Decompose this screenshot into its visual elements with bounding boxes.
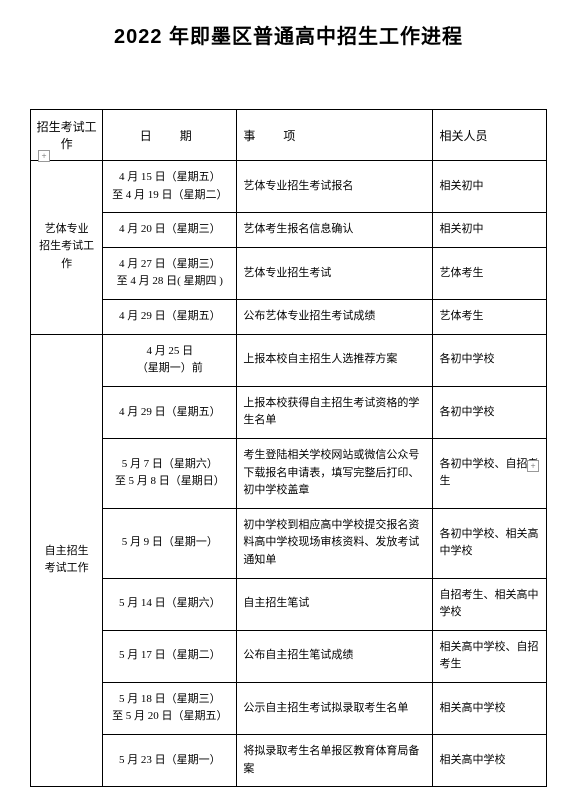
cell-date: 5 月 23 日（星期一）	[103, 735, 237, 787]
cell-item: 公布自主招生笔试成绩	[237, 630, 433, 682]
cell-item: 将拟录取考生名单报区教育体育局备案	[237, 735, 433, 787]
cell-person: 相关高中学校、自招考生	[433, 630, 547, 682]
section-name: 艺体专业 招生考试工作	[31, 161, 103, 335]
cell-date: 4 月 15 日（星期五） 至 4 月 19 日（星期二）	[103, 161, 237, 213]
table-row: 艺体专业 招生考试工作4 月 15 日（星期五） 至 4 月 19 日（星期二）…	[31, 161, 547, 213]
cell-item: 初中学校到相应高中学校提交报名资料高中学校现场审核资料、发放考试通知单	[237, 508, 433, 578]
cell-item: 公布艺体专业招生考试成绩	[237, 299, 433, 334]
table-row: 5 月 14 日（星期六）自主招生笔试自招考生、相关高中学校	[31, 578, 547, 630]
table-row: 5 月 9 日（星期一）初中学校到相应高中学校提交报名资料高中学校现场审核资料、…	[31, 508, 547, 578]
cell-item: 上报本校自主招生人选推荐方案	[237, 334, 433, 386]
cell-date: 5 月 17 日（星期二）	[103, 630, 237, 682]
cell-person: 艺体考生	[433, 247, 547, 299]
cell-date: 5 月 9 日（星期一）	[103, 508, 237, 578]
cell-person: 艺体考生	[433, 299, 547, 334]
table-row: 4 月 29 日（星期五）上报本校获得自主招生考试资格的学生名单各初中学校	[31, 386, 547, 438]
cell-date: 4 月 25 日 （星期一）前	[103, 334, 237, 386]
cell-date: 5 月 18 日（星期三） 至 5 月 20 日（星期五）	[103, 682, 237, 734]
header-item: 事 项	[237, 110, 433, 161]
cell-item: 公示自主招生考试拟录取考生名单	[237, 682, 433, 734]
cell-date: 4 月 29 日（星期五）	[103, 386, 237, 438]
cell-person: 相关高中学校	[433, 682, 547, 734]
table-header-row: 招生考试工作 日 期 事 项 相关人员	[31, 110, 547, 161]
table-row: 4 月 29 日（星期五）公布艺体专业招生考试成绩艺体考生	[31, 299, 547, 334]
header-person: 相关人员	[433, 110, 547, 161]
cell-item: 艺体考生报名信息确认	[237, 213, 433, 248]
table-row: 4 月 27 日（星期三） 至 4 月 28 日( 星期四 )艺体专业招生考试艺…	[31, 247, 547, 299]
cell-date: 4 月 27 日（星期三） 至 4 月 28 日( 星期四 )	[103, 247, 237, 299]
table-row: 4 月 20 日（星期三）艺体考生报名信息确认相关初中	[31, 213, 547, 248]
cell-date: 4 月 20 日（星期三）	[103, 213, 237, 248]
cell-person: 各初中学校、相关高中学校	[433, 508, 547, 578]
cell-date: 5 月 14 日（星期六）	[103, 578, 237, 630]
schedule-table: 招生考试工作 日 期 事 项 相关人员 艺体专业 招生考试工作4 月 15 日（…	[30, 109, 547, 787]
cell-person: 自招考生、相关高中学校	[433, 578, 547, 630]
cell-item: 自主招生笔试	[237, 578, 433, 630]
table-row: 自主招生 考试工作4 月 25 日 （星期一）前上报本校自主招生人选推荐方案各初…	[31, 334, 547, 386]
cell-person: 相关初中	[433, 213, 547, 248]
page-marker-left: +	[38, 150, 50, 162]
header-date: 日 期	[103, 110, 237, 161]
table-row: 5 月 17 日（星期二）公布自主招生笔试成绩相关高中学校、自招考生	[31, 630, 547, 682]
cell-date: 5 月 7 日（星期六） 至 5 月 8 日（星期日）	[103, 438, 237, 508]
cell-person: 各初中学校、自招考生	[433, 438, 547, 508]
table-row: 5 月 7 日（星期六） 至 5 月 8 日（星期日）考生登陆相关学校网站或微信…	[31, 438, 547, 508]
cell-item: 艺体专业招生考试报名	[237, 161, 433, 213]
page-title: 2022 年即墨区普通高中招生工作进程	[30, 20, 547, 49]
cell-item: 艺体专业招生考试	[237, 247, 433, 299]
section-name: 自主招生 考试工作	[31, 334, 103, 787]
table-row: 5 月 18 日（星期三） 至 5 月 20 日（星期五）公示自主招生考试拟录取…	[31, 682, 547, 734]
cell-person: 相关高中学校	[433, 735, 547, 787]
cell-person: 各初中学校	[433, 386, 547, 438]
cell-date: 4 月 29 日（星期五）	[103, 299, 237, 334]
cell-item: 上报本校获得自主招生考试资格的学生名单	[237, 386, 433, 438]
cell-person: 相关初中	[433, 161, 547, 213]
table-row: 5 月 23 日（星期一）将拟录取考生名单报区教育体育局备案相关高中学校	[31, 735, 547, 787]
page-marker-right: +	[527, 460, 539, 472]
cell-person: 各初中学校	[433, 334, 547, 386]
cell-item: 考生登陆相关学校网站或微信公众号下载报名申请表，填写完整后打印、初中学校盖章	[237, 438, 433, 508]
